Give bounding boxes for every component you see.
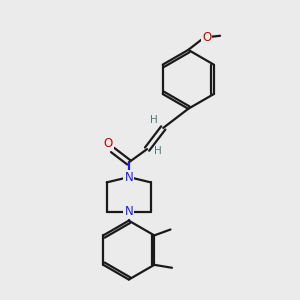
Text: H: H bbox=[150, 115, 158, 125]
Text: H: H bbox=[154, 146, 162, 157]
Text: O: O bbox=[103, 137, 113, 150]
Text: N: N bbox=[124, 205, 133, 218]
Text: O: O bbox=[202, 31, 212, 44]
Text: N: N bbox=[124, 171, 133, 184]
